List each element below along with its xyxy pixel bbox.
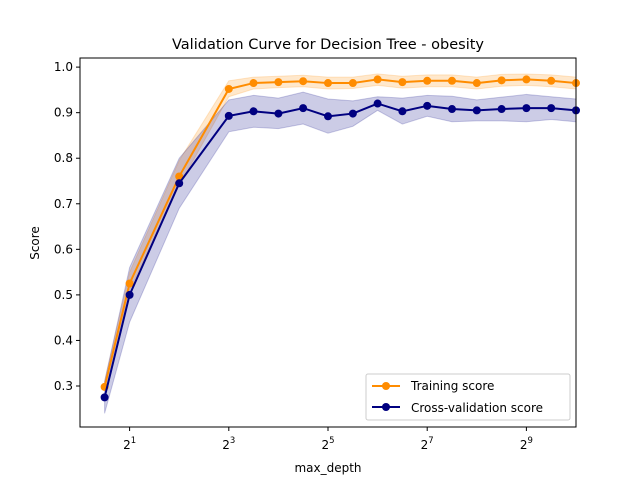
point-cross-validation-score	[447, 105, 456, 114]
y-tick-label: 0.5	[54, 288, 73, 302]
legend-marker-cross-validation	[382, 403, 390, 411]
point-cross-validation-score	[224, 111, 233, 120]
chart-title: Validation Curve for Decision Tree - obe…	[172, 37, 484, 53]
y-tick-label: 0.3	[54, 379, 73, 393]
point-training-score	[299, 77, 308, 86]
band-cross-validation-score	[104, 91, 577, 414]
y-tick-label: 0.7	[54, 197, 73, 211]
point-cross-validation-score	[522, 104, 531, 113]
point-cross-validation-score	[398, 107, 407, 116]
line-cross-validation-score	[103, 102, 577, 398]
point-training-score	[125, 279, 134, 288]
point-cross-validation-score	[299, 104, 308, 113]
point-cross-validation-score	[472, 106, 481, 115]
point-training-score	[373, 75, 382, 84]
y-axis: 0.3 0.4 0.5 0.6 0.7 0.8 0.9 1.0	[54, 60, 80, 393]
legend-marker-training	[382, 382, 390, 390]
x-tick-label: 23	[222, 436, 235, 452]
y-tick-label: 1.0	[54, 60, 73, 74]
x-tick-label: 25	[321, 436, 334, 452]
x-tick-label: 29	[520, 436, 533, 452]
point-cross-validation-score	[249, 107, 258, 116]
point-cross-validation-score	[423, 101, 432, 110]
y-tick-label: 0.4	[54, 333, 73, 347]
point-cross-validation-score	[175, 179, 184, 188]
point-training-score	[522, 75, 531, 84]
point-training-score	[274, 78, 283, 87]
point-cross-validation-score	[497, 105, 506, 114]
legend-box	[365, 373, 571, 421]
x-axis-label: max_depth	[294, 461, 361, 475]
x-tick-label: 27	[421, 436, 434, 452]
point-cross-validation-score	[547, 104, 556, 113]
point-cross-validation-score	[274, 109, 283, 118]
legend-label-cross-validation: Cross-validation score	[411, 401, 543, 415]
y-axis-label: Score	[28, 226, 42, 260]
point-training-score	[175, 172, 184, 181]
point-training-score	[324, 79, 332, 88]
legend-label-training: Training score	[410, 379, 494, 393]
x-axis: 21 23 25 27 29	[123, 427, 533, 452]
y-tick-label: 0.6	[54, 242, 73, 256]
point-training-score	[472, 79, 481, 88]
point-cross-validation-score	[324, 112, 332, 121]
point-training-score	[497, 76, 506, 85]
point-training-score	[423, 76, 432, 85]
y-tick-label: 0.9	[54, 106, 73, 120]
point-training-score	[398, 78, 407, 87]
point-training-score	[224, 84, 233, 93]
point-cross-validation-score	[373, 99, 382, 108]
point-cross-validation-score	[100, 393, 109, 402]
line-training-score	[103, 78, 577, 388]
point-training-score	[348, 79, 357, 88]
legend: Training score Cross-validation score	[365, 373, 571, 421]
point-cross-validation-score	[348, 109, 357, 118]
plot-area	[100, 73, 580, 414]
point-training-score	[547, 76, 556, 85]
y-tick-label: 0.8	[54, 151, 73, 165]
point-cross-validation-score	[125, 290, 134, 299]
point-training-score	[447, 76, 456, 85]
x-tick-label: 21	[123, 436, 136, 452]
point-training-score	[249, 79, 258, 88]
